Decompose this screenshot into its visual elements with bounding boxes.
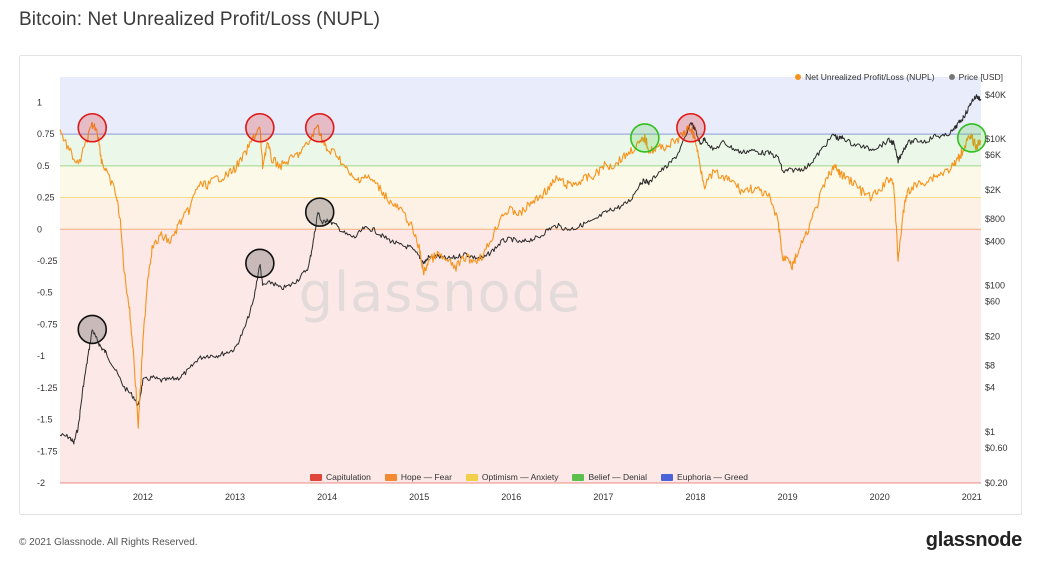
legend-swatch: [310, 473, 322, 481]
brand-logo[interactable]: glassnode: [925, 529, 1023, 551]
annotation-circle-red: [77, 112, 108, 143]
legend-label: Capitulation: [326, 472, 371, 482]
zone-band: [60, 165, 981, 198]
annotation-circle-red: [304, 112, 335, 143]
y-right-tick-label: $10K: [985, 134, 1006, 144]
nupl-series: [59, 121, 982, 429]
legend-item-capitulation[interactable]: Capitulation: [310, 472, 371, 482]
x-tick-label: 2012: [133, 492, 153, 502]
y-left-tick-label: 0: [37, 224, 42, 234]
y-left-tick-label: 0.5: [37, 161, 50, 171]
y-left-tick-label: -2: [37, 478, 45, 488]
legend-dot: [795, 74, 802, 80]
y-left-tick-label: 1: [37, 97, 42, 107]
legend-dot: [948, 74, 955, 80]
legend-label: Price [USD]: [958, 72, 1003, 82]
x-tick-label: 2015: [409, 492, 429, 502]
legend-label: Belief — Denial: [588, 472, 648, 482]
annotation-circle-red: [676, 112, 706, 143]
y-right-tick-label: $400: [985, 236, 1005, 246]
y-left-tick-label: -1.25: [37, 383, 58, 393]
zone-band: [60, 197, 981, 230]
annotation-circle-green: [630, 123, 660, 153]
zone-band: [60, 77, 981, 135]
zone-bands: [60, 77, 981, 484]
legend-item-nupl[interactable]: Net Unrealized Profit/Loss (NUPL): [795, 72, 935, 82]
nupl-line: [59, 121, 982, 429]
legend-label: Net Unrealized Profit/Loss (NUPL): [805, 72, 935, 82]
copyright-text: © 2021 Glassnode. All Rights Reserved.: [19, 537, 198, 548]
watermark: glassnode: [299, 261, 581, 324]
legend-top: Net Unrealized Profit/Loss (NUPL) Price …: [795, 72, 1003, 82]
y-right-tick-label: $6K: [985, 150, 1001, 160]
legend-label: Hope — Fear: [400, 472, 452, 482]
legend-item-euphoria-greed[interactable]: Euphoria — Greed: [661, 472, 748, 482]
chart-panel: glassnode 1 0.75 0.5 0.25 0 -0.25 -0.5 -0.75 -1 -…: [19, 55, 1022, 515]
legend-swatch: [661, 473, 674, 481]
nupl-chart: glassnode 1 0.75 0.5 0.25 0 -0.25 -0.5 -0.75 -1 -…: [37, 77, 1008, 502]
x-tick-label: 2019: [778, 492, 798, 502]
legend-swatch: [572, 473, 585, 481]
legend-item-optimism-anxiety[interactable]: Optimism — Anxiety: [465, 472, 559, 482]
legend-item-belief-denial[interactable]: Belief — Denial: [572, 472, 647, 482]
y-right-tick-label: $2K: [985, 185, 1001, 195]
y-left-tick-label: -1: [37, 351, 45, 361]
page-title: Bitcoin: Net Unrealized Profit/Loss (NUP…: [19, 9, 381, 30]
legend-label: Optimism — Anxiety: [481, 472, 559, 482]
y-right-tick-label: $60: [985, 297, 1000, 307]
y-left-tick-label: -1.5: [37, 415, 53, 425]
price-line: [59, 94, 982, 445]
x-tick-label: 2021: [962, 492, 982, 502]
annotation-circle-red: [245, 112, 275, 143]
legend-label: Euphoria — Greed: [677, 472, 748, 482]
y-right-tick-label: $8: [985, 361, 995, 371]
y-right-tick-label: $0.20: [985, 478, 1008, 488]
y-right-axis: $40K $10K $6K $2K $800 $400 $100 $60 $20 $8 $4 $1 $0…: [985, 90, 1008, 488]
annotation-circle-black: [304, 197, 335, 227]
legend-bottom: Capitulation Hope — Fear Optimism — Anxi…: [310, 472, 748, 482]
y-right-tick-label: $1: [985, 427, 995, 437]
y-right-tick-label: $40K: [985, 90, 1006, 100]
y-left-tick-label: -1.75: [37, 446, 58, 456]
y-right-tick-label: $100: [985, 280, 1005, 290]
y-left-axis: 1 0.75 0.5 0.25 0 -0.25 -0.5 -0.75 -1 -1.25 -1.5 -1…: [37, 97, 58, 488]
y-right-tick-label: $20: [985, 332, 1000, 342]
legend-swatch: [465, 473, 478, 481]
y-left-tick-label: 0.25: [37, 193, 55, 203]
annotation-circle-green: [956, 123, 987, 153]
legend-item-hope-fear[interactable]: Hope — Fear: [384, 472, 452, 482]
annotation-circle-black: [245, 248, 275, 279]
y-right-tick-label: $0.60: [985, 443, 1008, 453]
y-left-tick-label: -0.5: [37, 288, 53, 298]
x-axis: 2012 2013 2014 2015 2016 2017 2018 2019 2020 2021: [133, 492, 982, 502]
annotation-circle-black: [77, 314, 108, 345]
y-left-tick-label: 0.75: [37, 129, 55, 139]
x-tick-label: 2013: [225, 492, 245, 502]
x-tick-label: 2020: [870, 492, 890, 502]
annotation-circles: [77, 112, 987, 345]
x-tick-label: 2014: [317, 492, 337, 502]
y-left-tick-label: -0.75: [37, 319, 58, 329]
legend-swatch: [384, 473, 397, 481]
y-left-tick-label: -0.25: [37, 256, 58, 266]
y-right-tick-label: $800: [985, 214, 1005, 224]
y-right-tick-label: $4: [985, 383, 995, 393]
legend-item-price[interactable]: Price [USD]: [948, 72, 1003, 82]
zone-band: [60, 229, 981, 483]
price-series: [59, 94, 982, 445]
x-tick-label: 2017: [593, 492, 613, 502]
x-tick-label: 2018: [685, 492, 705, 502]
x-tick-label: 2016: [501, 492, 521, 502]
